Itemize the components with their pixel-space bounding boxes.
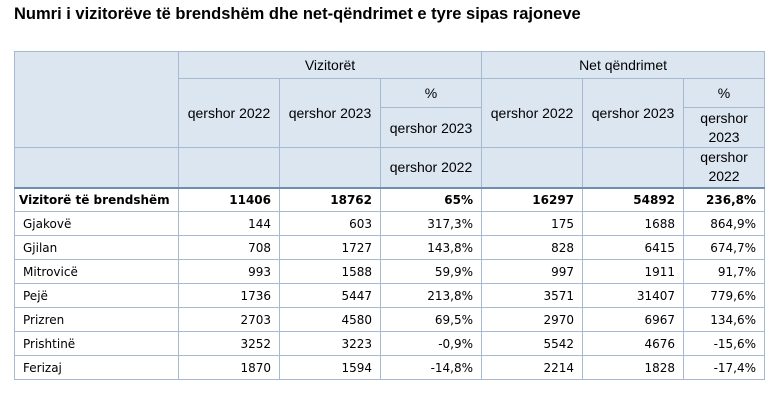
table-row: Mitrovicë 993 1588 59,9% 997 1911 91,7% <box>14 259 766 284</box>
net-pct: 134,6% <box>683 307 766 332</box>
total-net-2022: 16297 <box>481 186 584 212</box>
total-visitors-2022: 11406 <box>178 186 280 212</box>
visitors-pct: 213,8% <box>379 283 483 308</box>
net-2023: 31407 <box>582 283 685 308</box>
visitors-2023: 5447 <box>279 283 381 308</box>
visitors-pct: 59,9% <box>379 259 483 284</box>
net-col-pct: % <box>683 78 766 108</box>
net-2022: 175 <box>481 211 584 236</box>
visitors-col-pct: % <box>379 78 483 108</box>
net-pct: 779,6% <box>683 283 766 308</box>
net-pct: -17,4% <box>683 355 766 380</box>
visitors-2022: 993 <box>178 259 280 284</box>
visitors-2023: 1588 <box>279 259 381 284</box>
visitors-col-2023: qershor 2023 <box>279 78 381 148</box>
net-pct-numerator: qershor 2023 <box>683 107 766 148</box>
net-2022: 5542 <box>481 331 584 356</box>
net-col-2023: qershor 2023 <box>582 78 685 148</box>
region-name: Ferizaj <box>14 355 179 380</box>
region-name: Gjakovë <box>14 211 179 236</box>
net-2022: 997 <box>481 259 584 284</box>
net-2023: 6415 <box>582 235 685 260</box>
table-row: Prizren 2703 4580 69,5% 2970 6967 134,6% <box>14 307 766 332</box>
visitors-2022: 2703 <box>178 307 280 332</box>
visitors-2023: 1727 <box>279 235 381 260</box>
net-2022: 2214 <box>481 355 584 380</box>
total-visitors-2023: 18762 <box>279 186 381 212</box>
total-row: Vizitorë të brendshëm 11406 18762 65% 16… <box>14 186 766 212</box>
net-2023: 1688 <box>582 211 685 236</box>
total-net-2023: 54892 <box>582 186 685 212</box>
group-header-net-stays: Net qëndrimet <box>481 51 766 79</box>
net-pct: 674,7% <box>683 235 766 260</box>
net-2022: 3571 <box>481 283 584 308</box>
table-row: Gjakovë 144 603 317,3% 175 1688 864,9% <box>14 211 766 236</box>
net-2023: 6967 <box>582 307 685 332</box>
net-2023: 4676 <box>582 331 685 356</box>
header-spacer-cell <box>279 147 381 188</box>
table-row: Gjilan 708 1727 143,8% 828 6415 674,7% <box>14 235 766 260</box>
total-visitors-pct: 65% <box>379 186 483 212</box>
net-pct: 864,9% <box>683 211 766 236</box>
page-title: Numri i vizitorëve të brendshëm dhe net-… <box>14 5 581 23</box>
visitors-2022: 708 <box>178 235 280 260</box>
visitors-pct-denominator: qershor 2022 <box>379 147 483 188</box>
group-header-visitors: Vizitorët <box>177 51 483 79</box>
net-pct-denominator: qershor 2022 <box>683 147 766 188</box>
visitors-pct: -14,8% <box>379 355 483 380</box>
net-2023: 1828 <box>582 355 685 380</box>
visitors-pct: -0,9% <box>379 331 483 356</box>
visitors-2023: 1594 <box>279 355 381 380</box>
visitors-2022: 1736 <box>178 283 280 308</box>
visitors-2023: 3223 <box>279 331 381 356</box>
table-row: Ferizaj 1870 1594 -14,8% 2214 1828 -17,4… <box>14 355 766 380</box>
visitors-2022: 144 <box>178 211 280 236</box>
visitors-pct-numerator: qershor 2023 <box>379 107 483 148</box>
region-name: Gjilan <box>14 235 179 260</box>
net-pct: -15,6% <box>683 331 766 356</box>
visitors-2023: 4580 <box>279 307 381 332</box>
net-col-2022: qershor 2022 <box>481 78 584 148</box>
total-net-pct: 236,8% <box>683 186 766 212</box>
visitors-pct: 143,8% <box>379 235 483 260</box>
visitors-pct: 69,5% <box>379 307 483 332</box>
region-name: Mitrovicë <box>14 259 179 284</box>
regional-visitors-table: Vizitorët Net qëndrimet qershor 2022 qer… <box>14 51 766 380</box>
net-pct: 91,7% <box>683 259 766 284</box>
header-spacer-cell <box>14 147 179 188</box>
visitors-2022: 1870 <box>178 355 280 380</box>
corner-header-cell <box>14 51 179 148</box>
total-label: Vizitorë të brendshëm <box>14 186 179 212</box>
region-name: Prizren <box>14 307 179 332</box>
visitors-pct: 317,3% <box>379 211 483 236</box>
visitors-col-2022: qershor 2022 <box>178 78 280 148</box>
region-name: Prishtinë <box>14 331 179 356</box>
header-spacer-cell <box>481 147 584 188</box>
header-spacer-cell <box>178 147 280 188</box>
table-row: Prishtinë 3252 3223 -0,9% 5542 4676 -15,… <box>14 331 766 356</box>
header-spacer-cell <box>582 147 685 188</box>
visitors-2022: 3252 <box>178 331 280 356</box>
table-row: Pejë 1736 5447 213,8% 3571 31407 779,6% <box>14 283 766 308</box>
visitors-2023: 603 <box>279 211 381 236</box>
net-2022: 828 <box>481 235 584 260</box>
net-2023: 1911 <box>582 259 685 284</box>
region-name: Pejë <box>14 283 179 308</box>
net-2022: 2970 <box>481 307 584 332</box>
